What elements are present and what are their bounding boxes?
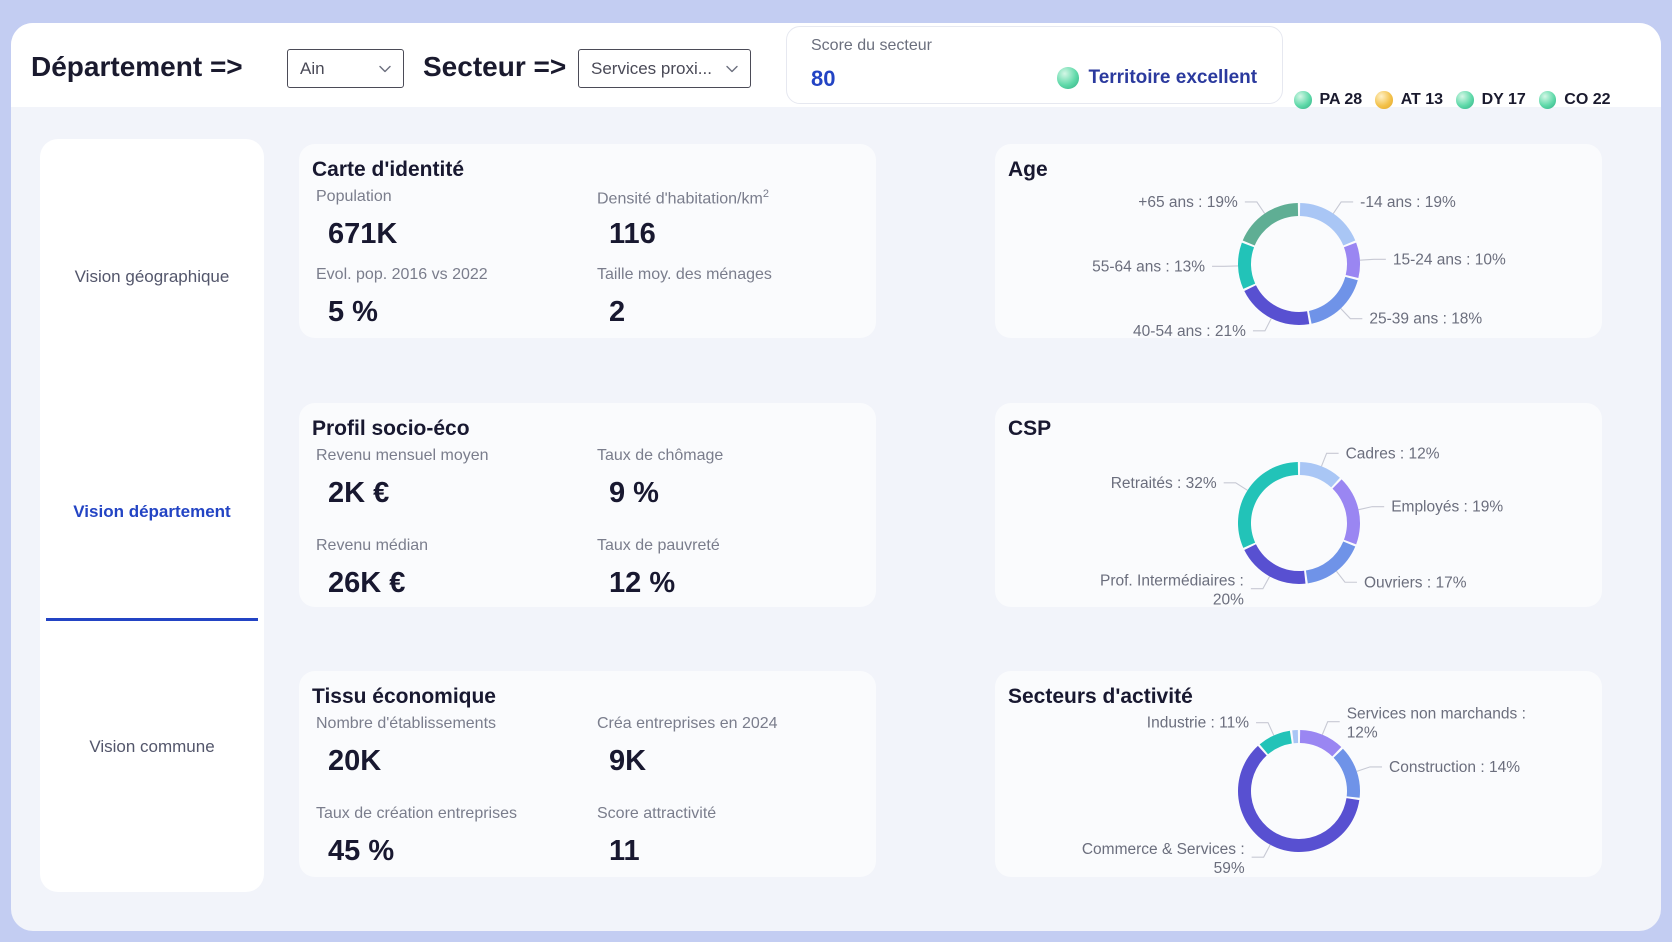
svg-text:Construction : 14%: Construction : 14% [1389, 759, 1520, 776]
svg-text:Services non marchands :: Services non marchands : [1347, 706, 1526, 723]
svg-text:Industrie : 11%: Industrie : 11% [1147, 715, 1249, 732]
svg-text:20%: 20% [1213, 592, 1244, 609]
svg-text:15-24 ans : 10%: 15-24 ans : 10% [1393, 251, 1506, 268]
svg-text:Employés : 19%: Employés : 19% [1391, 499, 1503, 516]
svg-text:Retraités : 32%: Retraités : 32% [1111, 475, 1217, 492]
svg-text:Ouvriers : 17%: Ouvriers : 17% [1364, 574, 1467, 591]
svg-text:55-64 ans : 13%: 55-64 ans : 13% [1092, 258, 1205, 275]
svg-text:Cadres : 12%: Cadres : 12% [1346, 445, 1440, 462]
svg-text:Prof. Intermédiaires :: Prof. Intermédiaires : [1100, 573, 1244, 590]
svg-text:+65 ans : 19%: +65 ans : 19% [1138, 194, 1238, 211]
svg-text:12%: 12% [1347, 725, 1378, 742]
svg-text:59%: 59% [1214, 860, 1245, 877]
svg-text:-14 ans : 19%: -14 ans : 19% [1360, 194, 1456, 211]
svg-text:25-39 ans : 18%: 25-39 ans : 18% [1369, 311, 1482, 328]
svg-text:Commerce & Services :: Commerce & Services : [1082, 841, 1245, 858]
svg-text:40-54 ans : 21%: 40-54 ans : 21% [1133, 323, 1246, 340]
